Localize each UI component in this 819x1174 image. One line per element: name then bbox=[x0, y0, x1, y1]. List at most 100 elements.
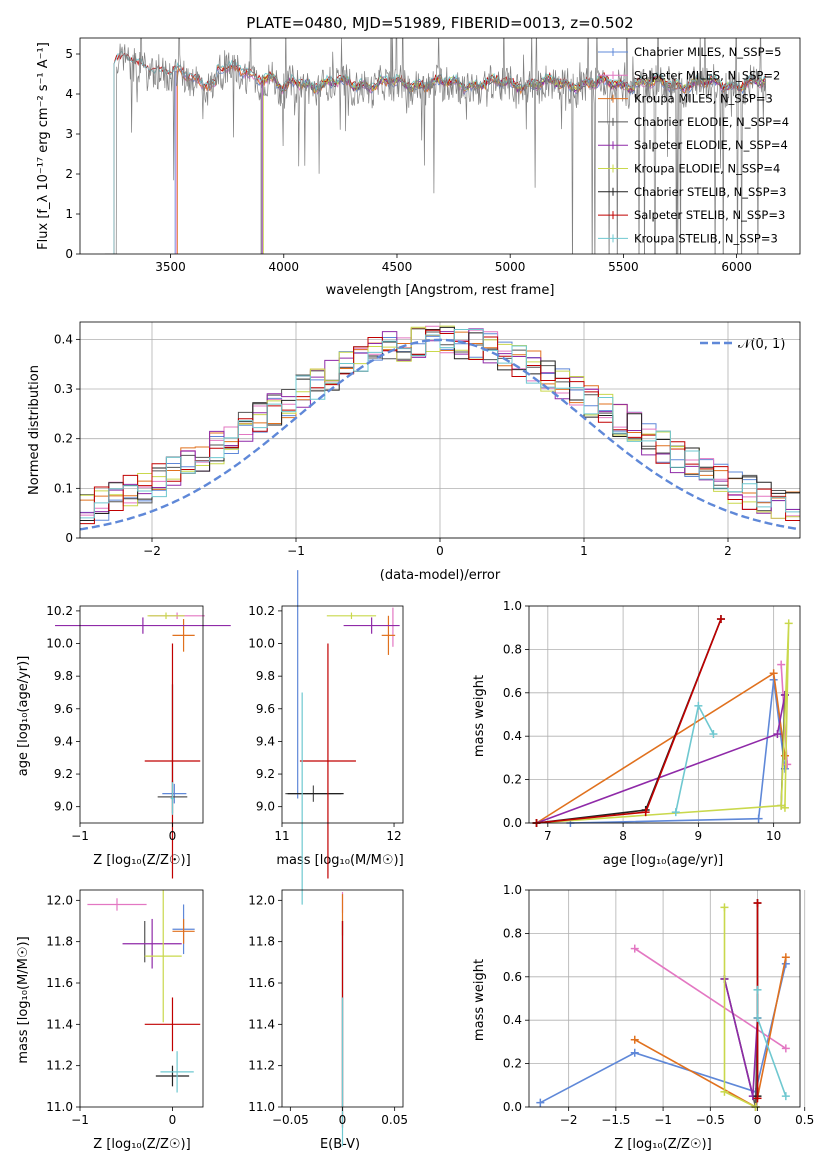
weight-vs-age-ytick-label: 0.8 bbox=[503, 642, 522, 656]
weight-vs-age-series-line bbox=[536, 671, 786, 824]
residuals-xtick-label: −1 bbox=[287, 544, 305, 558]
mass-vs-ebv-frame bbox=[281, 889, 404, 1108]
residuals-xtick-label: 0 bbox=[436, 544, 444, 558]
spectrum-legend-label: Chabrier ELODIE, N_SSP=4 bbox=[634, 115, 789, 129]
mass-vs-z-ytick-label: 11.0 bbox=[46, 1100, 73, 1114]
age-vs-mass-panel: mass [log₁₀(M/M☉)] 11 12 9.0 9.2 9.4 9.6 9.8 10… bbox=[248, 570, 404, 905]
residual-histogram-step bbox=[80, 328, 800, 519]
weight-vs-age-xtick-label: 9 bbox=[695, 829, 703, 843]
mass-vs-ebv-panel: E(B-V) −0.05 0 0.05 11.0 11.2 11.4 11.6 11.8 12.… bbox=[248, 889, 408, 1152]
weight-vs-age-series-line bbox=[536, 694, 786, 824]
weight-vs-z-xtick-label: −0.5 bbox=[696, 1113, 725, 1127]
residuals-ytick-label: 0.1 bbox=[54, 481, 73, 495]
weight-vs-z-ytick-label: 0.6 bbox=[503, 970, 522, 984]
spectrum-xtick-label: 6000 bbox=[721, 260, 752, 274]
age-vs-mass-frame bbox=[281, 605, 404, 824]
residuals-ytick-label: 0.3 bbox=[54, 382, 73, 396]
weight-vs-z-axes: −2 −1.5 −1 −0.5 0 0.5 0.0 0.2 0.4 0.6 0.8 1.0 bbox=[503, 883, 814, 1127]
spectrum-legend-label: Kroupa STELIB, N_SSP=3 bbox=[634, 231, 778, 245]
spectrum-ytick-label: 0 bbox=[65, 247, 73, 261]
weight-vs-z-series-line bbox=[539, 963, 787, 1104]
age-vs-z-ytick-label: 9.2 bbox=[54, 767, 73, 781]
weight-vs-z-xtick-label: 0 bbox=[754, 1113, 762, 1127]
mass-vs-z-ytick-label: 11.4 bbox=[46, 1017, 73, 1031]
mass-vs-ebv-axes: −0.05 0 0.05 11.0 11.2 11.4 11.6 11.8 12.0 bbox=[248, 889, 408, 1127]
weight-vs-age-xtick-label: 7 bbox=[544, 829, 552, 843]
weight-vs-z-xtick-label: −1 bbox=[654, 1113, 672, 1127]
age-vs-z-frame bbox=[79, 605, 204, 824]
weight-vs-z-series-line bbox=[634, 947, 787, 1050]
weight-vs-age-frame bbox=[528, 605, 801, 824]
mass-vs-ebv-ytick-label: 11.8 bbox=[248, 935, 275, 949]
weight-vs-age-data bbox=[532, 615, 793, 827]
spectrum-axes: 3500 4000 4500 5000 5500 6000 0 1 2 3 4 5 Chabrier M… bbox=[65, 37, 801, 274]
weight-vs-age-xtick-label: 8 bbox=[619, 829, 627, 843]
spectrum-ytick-label: 2 bbox=[65, 167, 73, 181]
residuals-axes: −2 −1 0 1 2 0 0.1 0.2 0.3 0.4 bbox=[54, 321, 801, 558]
mass-vs-z-frame bbox=[79, 889, 204, 1108]
weight-vs-age-ytick-label: 0.4 bbox=[503, 729, 522, 743]
spectrum-xtick-label: 4000 bbox=[269, 260, 300, 274]
age-z-xlabel: Z [log₁₀(Z/Z☉)] bbox=[93, 853, 190, 868]
spectrum-panel: PLATE=0480, MJD=51989, FIBERID=0013, z=0… bbox=[36, 14, 801, 298]
weight-vs-z-series-line bbox=[723, 907, 756, 1108]
weight-vs-z-panel: Z [log₁₀(Z/Z☉)] mass weight −2 −1.5 −1 −0.5… bbox=[472, 883, 814, 1152]
mass-vs-z-ytick-label: 11.2 bbox=[46, 1059, 73, 1073]
residuals-panel: (data-model)/error Normed distribution 𝒩… bbox=[27, 321, 801, 583]
weight-vs-age-ytick-label: 0.0 bbox=[503, 816, 522, 830]
age-vs-mass-ytick-label: 9.0 bbox=[256, 800, 275, 814]
weight-vs-z-xtick-label: −2 bbox=[560, 1113, 578, 1127]
spectrum-xtick-label: 5000 bbox=[495, 260, 526, 274]
mass-vs-ebv-xtick-label: −0.05 bbox=[272, 1113, 309, 1127]
mass-vs-ebv-ytick-label: 11.6 bbox=[248, 976, 275, 990]
gaussian-curve bbox=[80, 338, 798, 531]
mass-vs-z-panel: Z [log₁₀(Z/Z☉)] mass [log₁₀(M/M☉)] −1 0 11… bbox=[16, 889, 204, 1152]
spectrum-xtick-label: 4500 bbox=[382, 260, 413, 274]
spectrum-xtick-label: 5500 bbox=[608, 260, 639, 274]
residuals-ytick-label: 0 bbox=[65, 531, 73, 545]
spectrum-ytick-label: 1 bbox=[65, 207, 73, 221]
weight-vs-z-ytick-label: 0.4 bbox=[503, 1013, 522, 1027]
spectrum-xlabel: wavelength [Angstrom, rest frame] bbox=[326, 283, 555, 298]
age-vs-z-ytick-label: 9.8 bbox=[54, 669, 73, 683]
spectrum-legend: Chabrier MILES, N_SSP=5 Salpeter MILES, N… bbox=[598, 45, 789, 245]
mass-vs-ebv-ytick-label: 11.0 bbox=[248, 1100, 275, 1114]
residuals-xtick-label: 2 bbox=[724, 544, 732, 558]
age-vs-z-ytick-label: 9.0 bbox=[54, 800, 73, 814]
mass-vs-z-xtick-label: 0 bbox=[169, 1113, 177, 1127]
weight-vs-age-panel: age [log₁₀(age/yr)] mass weight 7 8 9 10 0.0… bbox=[472, 599, 801, 868]
mass-z-xlabel: Z [log₁₀(Z/Z☉)] bbox=[93, 1137, 190, 1152]
weight-vs-age-xtick-label: 10 bbox=[766, 829, 781, 843]
weight-vs-z-frame bbox=[528, 889, 801, 1108]
w-z-ylabel: mass weight bbox=[472, 959, 487, 1041]
w-age-ylabel: mass weight bbox=[472, 675, 487, 757]
weight-vs-z-ytick-label: 0.8 bbox=[503, 926, 522, 940]
mass-vs-ebv-ytick-label: 11.4 bbox=[248, 1017, 275, 1031]
age-vs-z-panel: Z [log₁₀(Z/Z☉)] age [log₁₀(age/yr)] −1 0 9… bbox=[16, 604, 231, 879]
w-age-xlabel: age [log₁₀(age/yr)] bbox=[603, 853, 724, 868]
mass-vs-ebv-ytick-label: 11.2 bbox=[248, 1059, 275, 1073]
weight-vs-z-xtick-label: −1.5 bbox=[601, 1113, 630, 1127]
age-vs-mass-ytick-label: 9.4 bbox=[256, 734, 275, 748]
weight-vs-z-ytick-label: 0.2 bbox=[503, 1057, 522, 1071]
residuals-xtick-label: −2 bbox=[143, 544, 161, 558]
w-z-xlabel: Z [log₁₀(Z/Z☉)] bbox=[614, 1137, 711, 1152]
weight-vs-age-ytick-label: 1.0 bbox=[503, 599, 522, 613]
weight-vs-z-ytick-label: 0.0 bbox=[503, 1100, 522, 1114]
residuals-xtick-label: 1 bbox=[580, 544, 588, 558]
weight-vs-age-grid bbox=[529, 605, 800, 824]
mass-vs-ebv-xtick-label: 0.05 bbox=[381, 1113, 408, 1127]
mass-vs-z-data bbox=[87, 890, 201, 1093]
weight-vs-z-xtick-label: 0.5 bbox=[795, 1113, 814, 1127]
mass-vs-z-xtick-label: −1 bbox=[71, 1113, 89, 1127]
gauss-legend-label: 𝒩(0, 1) bbox=[738, 337, 785, 352]
age-vs-mass-ytick-label: 9.8 bbox=[256, 669, 275, 683]
spectrum-legend-label: Salpeter STELIB, N_SSP=3 bbox=[634, 208, 785, 222]
spectrum-legend-label: Kroupa MILES, N_SSP=3 bbox=[634, 92, 773, 106]
spectrum-legend-label: Chabrier MILES, N_SSP=5 bbox=[634, 45, 781, 59]
mass-vs-z-ytick-label: 12.0 bbox=[46, 893, 73, 907]
age-vs-z-ytick-label: 10.0 bbox=[46, 637, 73, 651]
age-mass-xlabel: mass [log₁₀(M/M☉)] bbox=[276, 853, 403, 868]
weight-vs-age-series-line bbox=[536, 623, 790, 824]
age-vs-mass-xtick-label: 12 bbox=[386, 829, 401, 843]
